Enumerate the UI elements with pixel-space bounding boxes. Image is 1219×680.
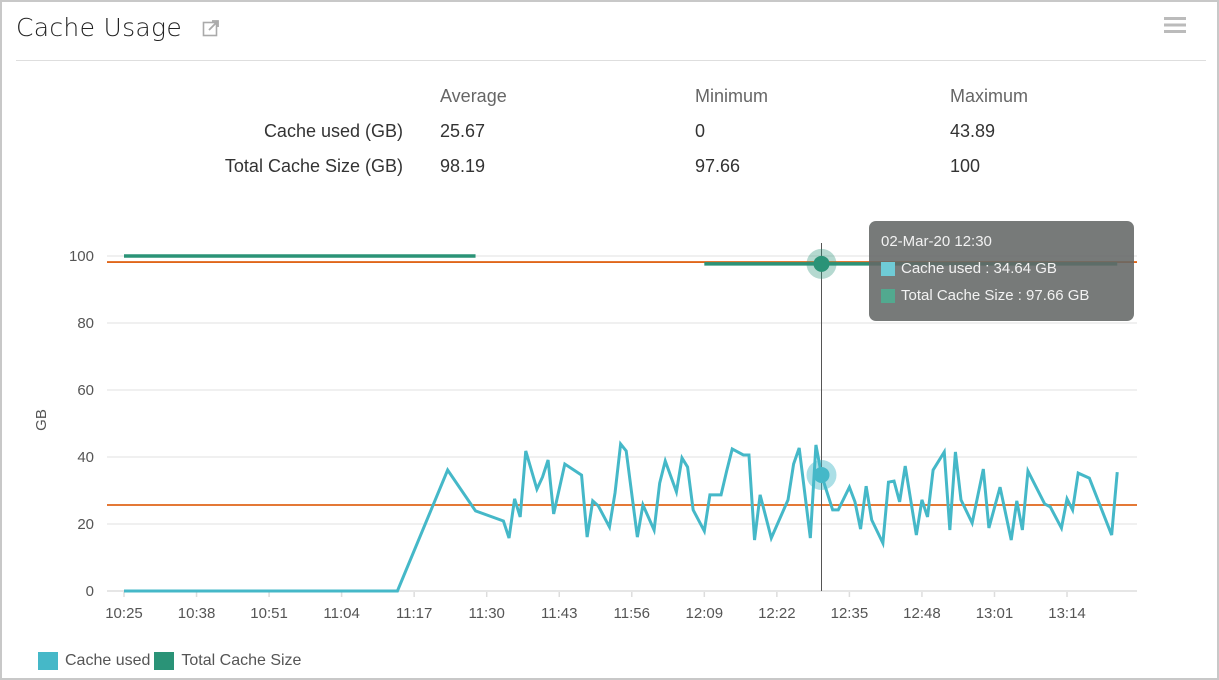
y-tick-label: 80 xyxy=(77,315,94,332)
x-tick-label: 11:43 xyxy=(541,605,577,622)
chart-legend: Cache used Total Cache Size xyxy=(38,652,301,670)
stats-value: 0 xyxy=(695,121,706,141)
x-tick-label: 13:14 xyxy=(1048,605,1086,622)
stats-row-label: Cache used (GB) xyxy=(263,121,403,141)
legend-swatch-cache-used[interactable] xyxy=(38,652,58,670)
chart-tooltip: 02-Mar-20 12:30 Cache used : 34.64 GB To… xyxy=(869,221,1134,321)
x-tick-label: 10:38 xyxy=(178,605,216,622)
tooltip-line: Total Cache Size : 97.66 GB xyxy=(901,287,1090,304)
cache-used-line xyxy=(124,440,1119,593)
stats-value: 97.66 xyxy=(695,156,741,176)
stats-header-average: Average xyxy=(440,86,507,106)
x-tick-label: 12:09 xyxy=(686,605,724,622)
tooltip-row: Cache used : 34.64 GB xyxy=(881,260,1057,277)
y-tick-label: 0 xyxy=(86,583,94,600)
x-tick-label: 10:51 xyxy=(250,605,288,622)
header-divider xyxy=(16,60,1206,61)
external-link-icon[interactable] xyxy=(202,19,220,37)
x-tick-label: 11:04 xyxy=(323,605,359,622)
tooltip-line: Cache used : 34.64 GB xyxy=(901,260,1057,277)
x-tick-label: 12:48 xyxy=(903,605,941,622)
stats-header-maximum: Maximum xyxy=(950,86,1029,106)
stats-row-label: Total Cache Size (GB) xyxy=(224,156,403,176)
x-tick-label: 12:22 xyxy=(758,605,796,622)
hover-point-total xyxy=(813,255,830,272)
stats-value: 98.19 xyxy=(440,156,486,176)
hamburger-menu-icon[interactable] xyxy=(1164,16,1186,34)
x-tick-label: 10:25 xyxy=(105,605,143,622)
stats-value: 43.89 xyxy=(950,121,996,141)
y-tick-label: 20 xyxy=(77,516,94,533)
x-tick-label: 12:35 xyxy=(831,605,869,622)
x-tick-label: 11:56 xyxy=(614,605,650,622)
x-tick-label: 13:01 xyxy=(976,605,1014,622)
stats-value: 25.67 xyxy=(440,121,486,141)
y-tick-label: 60 xyxy=(77,382,94,399)
y-tick-label: 40 xyxy=(77,449,94,466)
widget-title: Cache Usage xyxy=(16,13,183,42)
stats-header-minimum: Minimum xyxy=(695,86,769,106)
tooltip-row: Total Cache Size : 97.66 GB xyxy=(881,287,1089,304)
y-tick-label: 100 xyxy=(69,248,94,265)
tooltip-title: 02-Mar-20 12:30 xyxy=(881,233,992,250)
hover-point-cache-used xyxy=(813,466,830,483)
legend-item-cache-used[interactable]: Cache used xyxy=(65,652,151,669)
legend-swatch-total-cache[interactable] xyxy=(154,652,175,670)
legend-item-total-cache[interactable]: Total Cache Size xyxy=(181,652,302,669)
y-axis-label: GB xyxy=(33,409,50,431)
cache-used-swatch xyxy=(881,261,895,276)
x-tick-label: 11:30 xyxy=(468,605,504,622)
x-tick-label: 11:17 xyxy=(396,605,432,622)
stats-value: 100 xyxy=(950,156,981,176)
total-cache-swatch xyxy=(881,288,895,303)
